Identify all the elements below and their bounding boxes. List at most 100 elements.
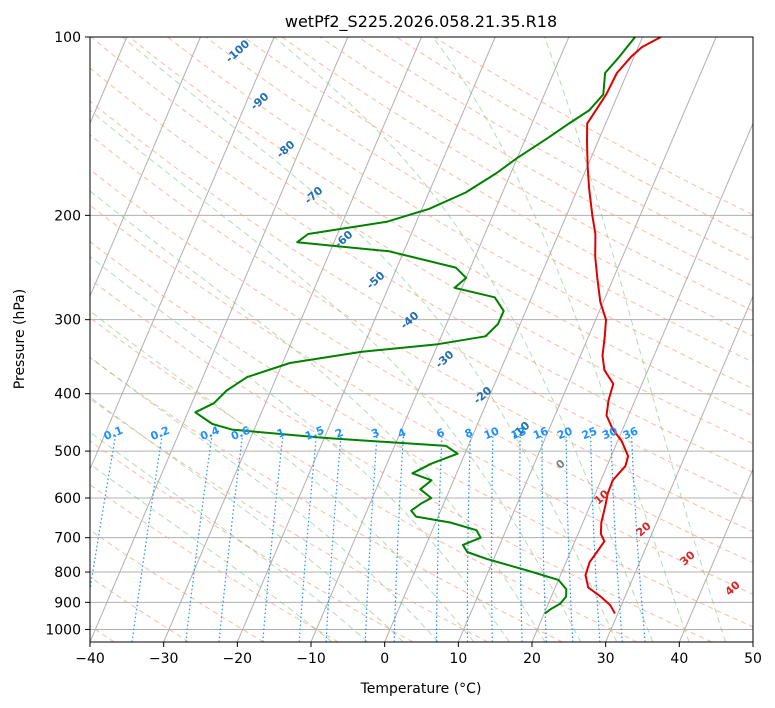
mixing-ratio-line: [541, 435, 547, 642]
x-tick-label: 30: [597, 651, 615, 667]
mixing-ratio-line: [590, 435, 601, 642]
mixing-ratio-line: [490, 435, 494, 642]
mixing-ratio-label: 2: [333, 426, 345, 441]
x-axis-label: Temperature (°C): [360, 681, 482, 697]
x-axis: −40 −30 −20 −10 0 10 20 30 40 50: [75, 642, 762, 667]
plot-frame: [89, 36, 754, 643]
mixing-ratio-line: [610, 435, 623, 642]
mixing-ratio-line: [364, 435, 378, 642]
dry-adiabat-line: [90, 278, 712, 642]
x-tick-label: 50: [744, 651, 762, 667]
y-tick-label: 700: [54, 531, 81, 547]
y-tick-label: 800: [54, 565, 81, 581]
sounding-series-line: [194, 37, 636, 615]
mixing-ratio-line: [218, 435, 244, 642]
mixing-ratio-label: 3: [369, 426, 381, 441]
mixing-ratio-label: 20: [555, 424, 574, 442]
moist-adiabat-line: [90, 356, 439, 642]
mixing-ratio-labels: 0.1 0.2 0.4 0.6 1 1.5 2 3 4 6 8 10 13 16 20 25 30 36: [102, 424, 640, 443]
x-tick-label: 0: [380, 651, 389, 667]
x-tick-label: 20: [523, 651, 541, 667]
mixing-ratio-label: 13: [509, 424, 528, 442]
dry-adiabat-line: [90, 134, 753, 533]
mixing-ratio-line: [131, 435, 163, 642]
isotherm-line: [384, 37, 643, 642]
mixing-ratio-label: 36: [621, 424, 640, 442]
dry-adiabats: [90, 37, 753, 642]
mixing-ratio-line: [185, 435, 213, 642]
y-tick-label: 900: [54, 595, 81, 611]
mixing-ratio-label: 30: [600, 424, 619, 442]
mixing-ratio-line: [466, 435, 471, 642]
dry-adiabat-line: [167, 37, 753, 390]
mixing-ratio-label: 1: [275, 426, 287, 441]
y-tick-label: 1000: [45, 622, 81, 638]
mixing-ratio-lines: [90, 435, 646, 642]
dry-adiabat-line: [281, 37, 753, 312]
mixing-ratio-line: [435, 435, 443, 642]
y-tick-label: 600: [54, 491, 81, 507]
dry-adiabat-line: [90, 168, 753, 564]
moist-adiabat-line: [121, 37, 618, 642]
sounding-profiles: [194, 37, 662, 615]
moist-adiabat-line: [544, 37, 727, 642]
mixing-ratio-line: [519, 435, 523, 642]
x-tick-label: 40: [670, 651, 688, 667]
dry-adiabat-line: [90, 100, 753, 503]
dry-adiabat-line: [90, 241, 753, 628]
mixing-ratio-label: 25: [580, 424, 599, 442]
mixing-ratio-label: 8: [463, 426, 475, 441]
y-tick-label: 400: [54, 387, 81, 403]
dry-adiabat-line: [396, 37, 753, 239]
x-tick-label: −40: [75, 651, 105, 667]
isotherm-line: [531, 122, 753, 642]
isotherm-line: [678, 467, 753, 642]
mixing-ratio-label: 10: [482, 424, 501, 442]
dry-adiabat-line: [90, 37, 753, 445]
y-tick-label: 200: [54, 208, 81, 224]
moist-adiabat-line: [432, 37, 690, 642]
dry-adiabat-line: [90, 440, 414, 642]
mixing-ratio-label: 16: [531, 424, 550, 442]
mixing-ratio-line: [90, 435, 117, 594]
mixing-ratio-line: [393, 435, 405, 642]
isotherm-line: [163, 37, 422, 642]
dry-adiabat-line: [129, 37, 753, 417]
isotherm-line: [90, 37, 275, 471]
moist-adiabat-line: [273, 37, 654, 642]
isotherm-line: [457, 37, 717, 642]
mixing-ratio-line: [325, 435, 342, 642]
isotherm-line: [90, 37, 349, 642]
dry-adiabat-line: [90, 67, 753, 473]
dry-adiabat-line: [205, 37, 753, 363]
x-tick-label: −10: [296, 651, 326, 667]
y-tick-label: 300: [54, 313, 81, 329]
chart-title: wetPf2_S225.2026.058.21.35.R18: [285, 12, 557, 32]
y-axis-label: Pressure (hPa): [12, 289, 28, 389]
x-tick-label: −30: [149, 651, 179, 667]
mixing-ratio-line: [298, 435, 317, 642]
isotherm-line: [605, 295, 753, 642]
moist-adiabat-line: [90, 396, 404, 642]
isotherm-line: [90, 37, 201, 298]
y-axis: 100 200 300 400 500 600 700 800 900 1000: [45, 30, 90, 638]
mixing-ratio-line: [262, 435, 284, 642]
mixing-ratio-line: [565, 435, 574, 642]
y-tick-label: 500: [54, 444, 81, 460]
moist-adiabat-line: [90, 431, 369, 642]
sounding-series-line: [584, 37, 662, 614]
dry-adiabat-line: [319, 37, 753, 287]
dry-adiabat-line: [434, 37, 753, 216]
moist-adiabat-line: [90, 463, 333, 642]
mixing-ratio-line: [631, 435, 646, 642]
moist-adiabat-line: [90, 310, 475, 642]
y-tick-label: 100: [54, 30, 81, 46]
x-tick-label: −20: [223, 651, 253, 667]
x-tick-label: 10: [449, 651, 467, 667]
dry-adiabat-line: [90, 484, 339, 642]
moist-adiabats: [90, 37, 727, 642]
isotherm-line: [236, 37, 496, 642]
moist-adiabat-line: [90, 255, 510, 642]
